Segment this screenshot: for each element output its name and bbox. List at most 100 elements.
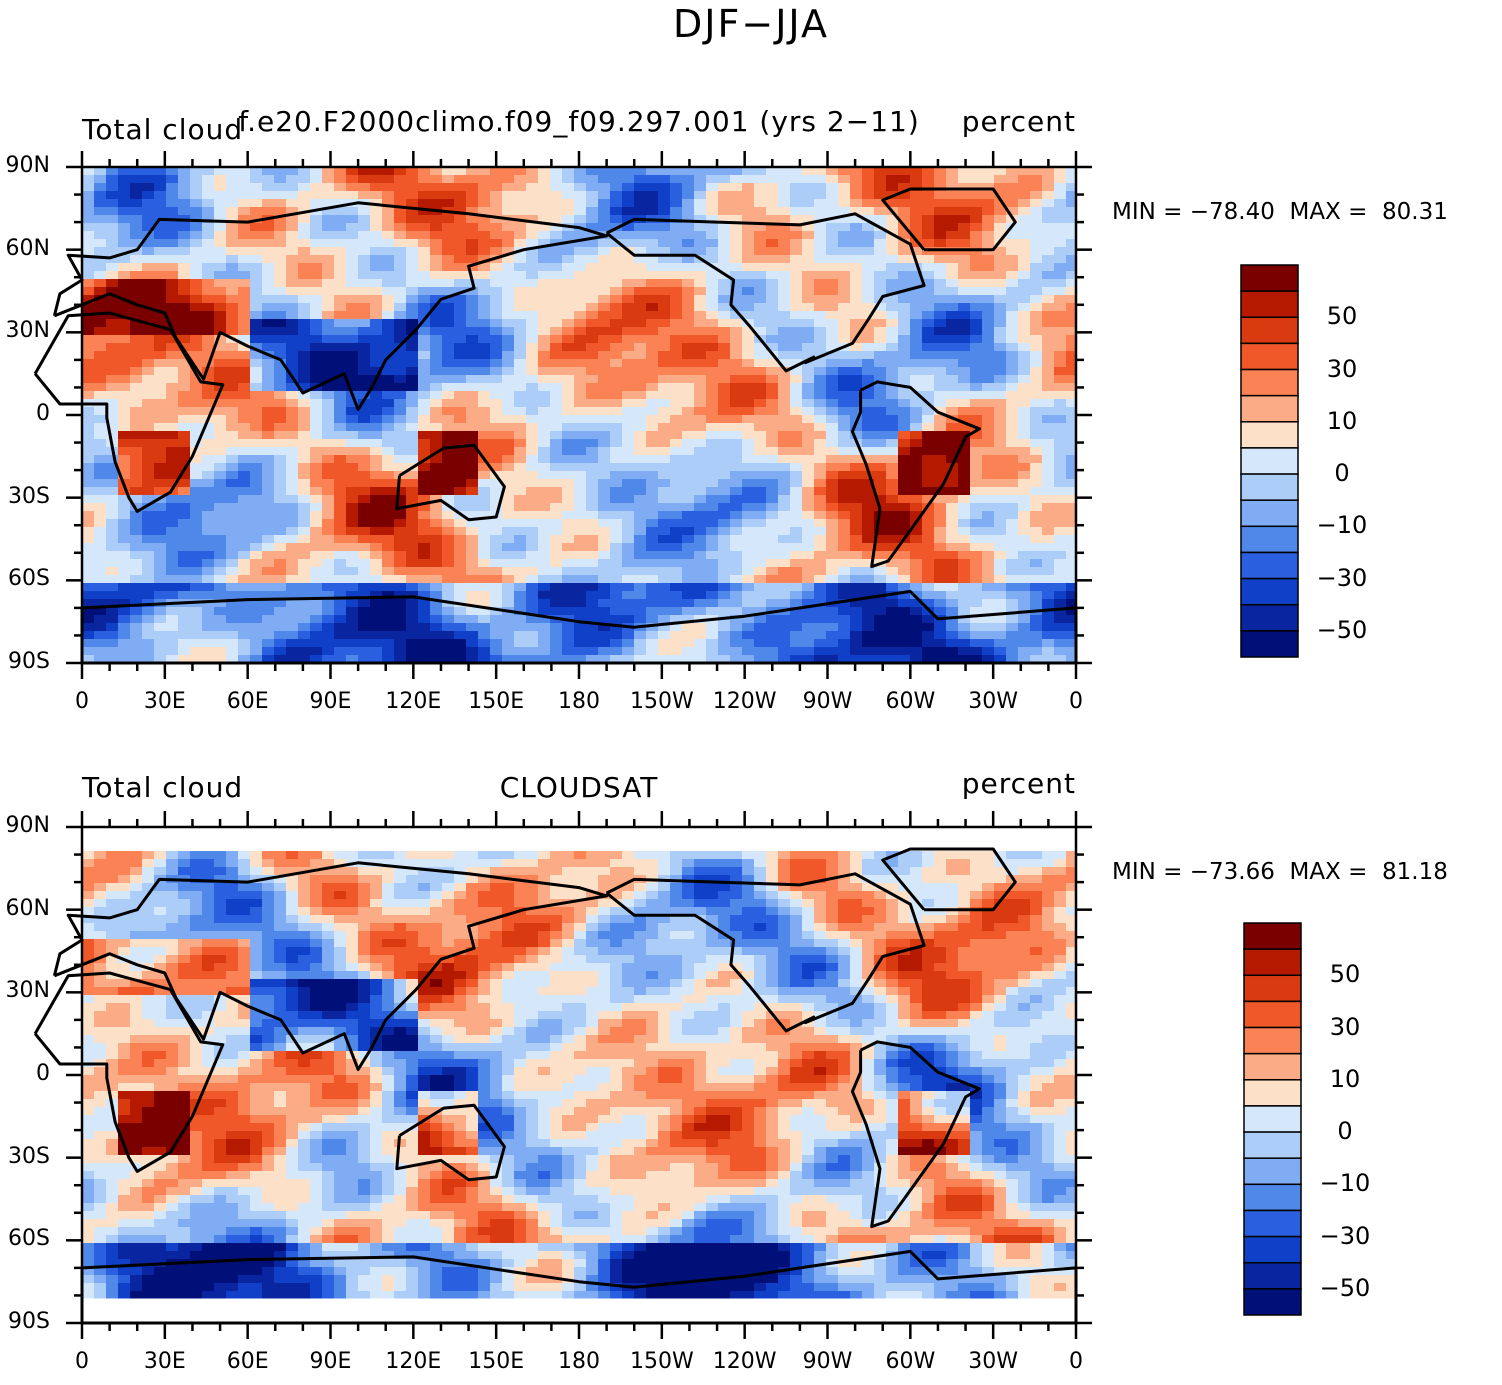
legend-label: −30	[1319, 1221, 1371, 1250]
legend-swatch	[1240, 551, 1299, 580]
legend-swatch	[1240, 394, 1299, 423]
contour-map	[33, 811, 1092, 1339]
legend-swatch	[1240, 316, 1299, 345]
lon-tick-label: 60W	[885, 1349, 936, 1374]
legend-swatch	[1243, 1105, 1302, 1133]
legend-label: 50	[1326, 302, 1358, 331]
coastline-4	[850, 1040, 981, 1229]
panel-center-string: f.e20.F2000climo.f09_f09.297.001 (yrs 2−…	[238, 105, 920, 138]
legend-swatch	[1240, 447, 1299, 475]
coastline-0	[33, 971, 225, 1173]
legend-swatch	[1243, 1183, 1302, 1212]
lon-tick-label: 0	[1069, 689, 1083, 714]
legend-swatch	[1243, 1261, 1302, 1290]
coastline-1	[52, 201, 609, 411]
legend-swatch	[1240, 421, 1299, 449]
panel-center-string: CLOUDSAT	[499, 771, 659, 804]
legend-label: −10	[1319, 1169, 1371, 1198]
legend-swatch	[1240, 499, 1299, 528]
lat-tick-label: 60S	[8, 1226, 50, 1252]
panel-right-string: percent	[961, 105, 1076, 138]
lon-tick-label: 30W	[968, 689, 1019, 714]
axis-ticks	[66, 811, 1092, 1339]
lat-tick-label: 90S	[8, 649, 50, 674]
lon-tick-label: 120W	[712, 1349, 777, 1374]
lat-tick-label: 0	[36, 1061, 50, 1086]
legend-label: −50	[1316, 615, 1368, 644]
coastline-1	[52, 861, 609, 1071]
lat-tick-label: 60S	[8, 566, 50, 592]
lon-tick-label: 180	[558, 689, 600, 714]
min-max-readout: MIN = −73.66 MAX = 81.18	[1112, 859, 1448, 885]
color-legend-bar	[1243, 922, 1302, 1316]
panel-left-string: Total cloud	[82, 113, 244, 146]
max-value: MAX = 81.18	[1289, 859, 1448, 885]
legend-swatch	[1243, 1131, 1302, 1159]
lat-tick-label: 30S	[8, 1143, 50, 1169]
coastline-4	[850, 380, 981, 569]
lon-tick-label: 30E	[143, 689, 186, 714]
legend-label: 30	[1329, 1012, 1361, 1041]
contour-map	[33, 151, 1092, 679]
legend-swatch	[1240, 368, 1299, 397]
lon-tick-label: 0	[75, 689, 89, 714]
lat-tick-label: 30S	[8, 483, 50, 509]
map-panel-model: Total cloud f.e20.F2000climo.f09_f09.297.…	[0, 95, 1502, 725]
lat-tick-label: 30N	[5, 318, 50, 344]
lon-tick-label: 90W	[802, 1349, 853, 1374]
legend-label: 0	[1334, 459, 1350, 488]
coastline-6	[881, 187, 1017, 252]
coastline-6	[881, 847, 1017, 912]
lat-tick-label: 0	[36, 401, 50, 426]
legend-swatch	[1243, 1000, 1302, 1029]
coastlines	[33, 187, 1078, 665]
legend-label: 30	[1326, 354, 1358, 383]
legend-swatch	[1243, 1157, 1302, 1186]
legend-swatch	[1243, 1209, 1302, 1238]
panel-right-string: percent	[961, 767, 1076, 800]
legend-label: 0	[1337, 1117, 1353, 1146]
coastline-3	[605, 212, 926, 373]
legend-label: −30	[1316, 563, 1368, 592]
max-value: MAX = 80.31	[1289, 199, 1448, 225]
legend-label: −10	[1316, 511, 1368, 540]
legend-label: 10	[1329, 1064, 1361, 1093]
lon-tick-label: 120E	[385, 689, 442, 714]
legend-swatch	[1240, 525, 1299, 554]
legend-swatch	[1243, 922, 1302, 950]
figure-title: DJF−JJA	[673, 2, 829, 46]
lon-tick-label: 60W	[885, 689, 936, 714]
lon-tick-label: 150E	[468, 689, 525, 714]
legend-swatch	[1240, 603, 1299, 632]
color-legend-bar	[1240, 264, 1299, 658]
panel-left-string: Total cloud	[82, 771, 244, 804]
coastline-2	[395, 443, 506, 522]
lat-tick-label: 90N	[5, 813, 50, 838]
legend-swatch	[1243, 948, 1302, 977]
coastline-2	[395, 1103, 506, 1182]
lon-tick-label: 120W	[712, 689, 777, 714]
lon-tick-label: 90E	[309, 689, 352, 714]
lon-tick-label: 150W	[629, 1349, 694, 1374]
legend-swatch	[1243, 1288, 1302, 1316]
coastline-3	[605, 872, 926, 1033]
legend-swatch	[1240, 473, 1299, 501]
lon-tick-label: 60E	[226, 689, 269, 714]
lon-tick-label: 150W	[629, 689, 694, 714]
legend-swatch	[1243, 1026, 1302, 1055]
lon-tick-label: 180	[558, 1349, 600, 1374]
legend-swatch	[1243, 974, 1302, 1003]
legend-label: 50	[1329, 960, 1361, 989]
axis-ticks	[66, 151, 1092, 679]
legend-swatch	[1240, 264, 1299, 292]
min-value: MIN = −73.66	[1112, 859, 1275, 885]
min-max-readout: MIN = −78.40 MAX = 80.31	[1112, 199, 1448, 225]
map-panel-cloudsat: Total cloud CLOUDSAT percent MIN = −73.66 M…	[0, 755, 1502, 1379]
lon-tick-label: 90W	[802, 689, 853, 714]
legend-swatch	[1240, 290, 1299, 319]
lon-tick-label: 0	[1069, 1349, 1083, 1374]
lat-tick-label: 60N	[5, 895, 50, 921]
legend-swatch	[1243, 1235, 1302, 1264]
filled-contours	[82, 167, 1077, 664]
lat-tick-label: 90N	[5, 153, 50, 178]
